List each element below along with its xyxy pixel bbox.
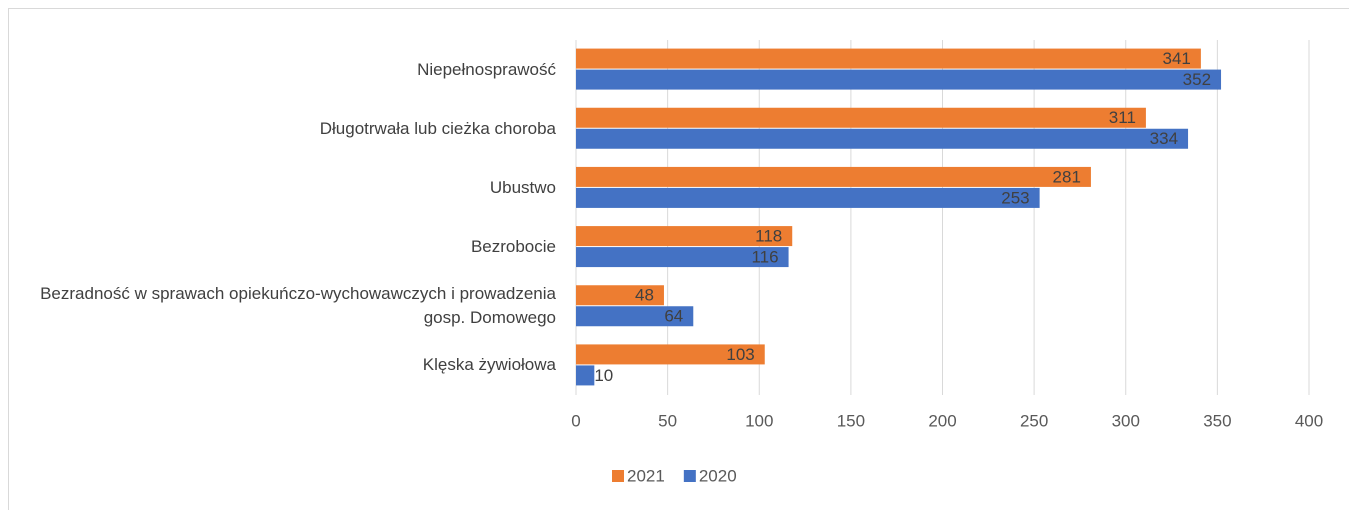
chart-border (8, 8, 1349, 510)
legend-swatch (683, 470, 696, 482)
x-tick-label: 50 (658, 411, 677, 430)
bar (576, 128, 1189, 149)
x-tick-label: 350 (1203, 411, 1231, 430)
data-label: 341 (1163, 49, 1191, 68)
legend-label: 2021 (627, 466, 665, 485)
x-tick-label: 150 (837, 411, 865, 430)
bar (576, 48, 1201, 69)
y-tick-label: Bezrobocie (470, 237, 556, 257)
y-tick-label: Klęska żywiołowa (422, 355, 556, 375)
data-label: 253 (1001, 188, 1029, 207)
data-label: 116 (751, 248, 778, 267)
data-label: 48 (635, 286, 654, 305)
x-tick-label: 0 (571, 411, 580, 430)
x-tick-label: 300 (1112, 411, 1140, 430)
x-tick-label: 400 (1295, 411, 1323, 430)
legend-label: 2020 (699, 466, 737, 485)
bar (576, 187, 1040, 208)
bar (576, 69, 1222, 90)
data-label: 103 (726, 345, 754, 364)
bar (576, 107, 1146, 128)
data-label: 311 (1109, 108, 1136, 127)
bar (576, 166, 1091, 187)
y-tick-label: Ubustwo (489, 177, 556, 197)
data-label: 118 (755, 227, 782, 246)
x-tick-label: 250 (1020, 411, 1048, 430)
y-tick-label: Bezradność w sprawach opiekuńczo-wychowa… (40, 284, 556, 328)
bar (576, 344, 765, 365)
legend-swatch (612, 470, 624, 482)
y-tick-label: Długotrwała lub cieżka choroba (319, 118, 556, 138)
x-tick-label: 200 (928, 411, 956, 430)
data-label: 352 (1183, 70, 1211, 89)
bar (576, 247, 789, 268)
data-label: 334 (1150, 129, 1178, 148)
x-tick-label: 100 (745, 411, 773, 430)
data-label: 281 (1053, 167, 1081, 186)
bar (576, 306, 694, 327)
bar (576, 285, 664, 306)
data-label: 10 (594, 366, 613, 385)
bar (576, 365, 595, 386)
bar (576, 226, 793, 247)
y-tick-label: Niepełnosprawość (417, 59, 556, 79)
data-label: 64 (664, 307, 683, 326)
